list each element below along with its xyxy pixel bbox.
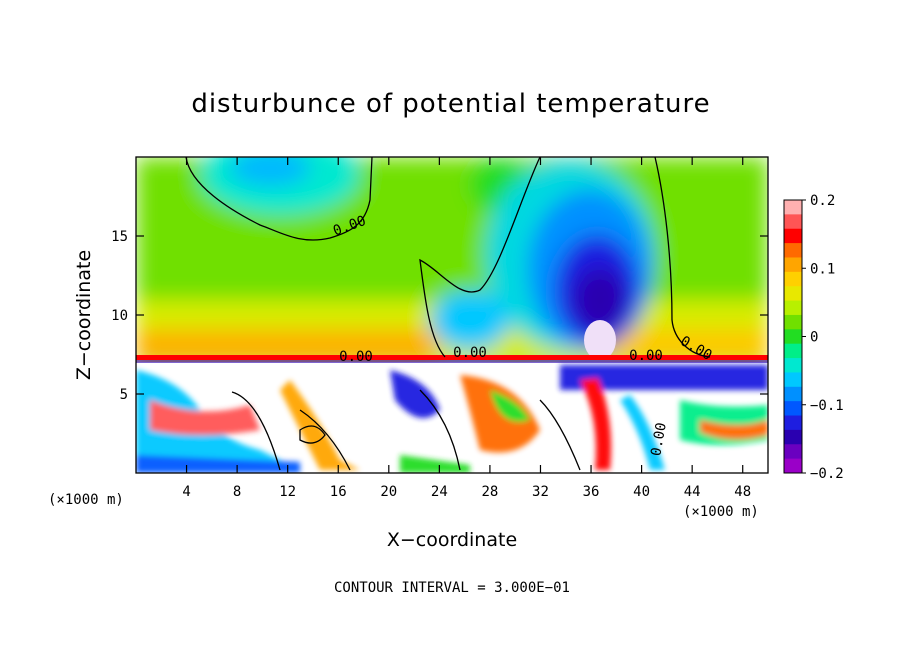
colorbar-swatch — [784, 358, 802, 373]
y-tick-label: 10 — [111, 308, 128, 324]
x-unit-right: (×1000 m) — [683, 504, 759, 520]
y-axis-label: Z−coordinate — [73, 250, 95, 380]
footer-contour-interval: CONTOUR INTERVAL = 3.000E−01 — [334, 580, 570, 596]
x-axis-label: X−coordinate — [387, 529, 517, 551]
chart-title: disturbunce of potential temperature — [191, 89, 710, 119]
colorbar-swatch — [784, 458, 802, 474]
colorbar-tick-label: 0 — [810, 330, 818, 346]
colorbar-swatch — [784, 200, 802, 215]
x-tick-label: 36 — [583, 484, 600, 500]
x-tick-label: 48 — [734, 484, 751, 500]
colorbar-swatch — [784, 401, 802, 417]
colorbar-tick-label: 0.1 — [810, 261, 835, 277]
contour-label: 0.00 — [648, 421, 670, 457]
colorbar-swatch — [784, 228, 802, 244]
x-tick-label: 4 — [182, 484, 190, 500]
colorbar — [783, 199, 803, 474]
x-tick-label: 16 — [330, 484, 347, 500]
colorbar-tick-label: −0.2 — [810, 466, 844, 482]
colorbar-swatch — [784, 329, 802, 345]
x-tick-label: 28 — [481, 484, 498, 500]
x-unit-left: (×1000 m) — [48, 492, 124, 508]
y-tick-label: 15 — [111, 229, 128, 245]
x-tick-label: 20 — [380, 484, 397, 500]
colorbar-swatch — [784, 343, 802, 359]
colorbar-swatch — [784, 214, 802, 230]
colorbar-swatch — [784, 300, 802, 316]
contour-label: 0.00 — [453, 345, 487, 361]
colorbar-swatch — [784, 286, 802, 302]
colorbar-tick-label: −0.1 — [810, 398, 844, 414]
colorbar-swatch — [784, 372, 802, 388]
colorbar-swatch — [784, 257, 802, 273]
contour-label: 0.00 — [339, 349, 373, 365]
y-axis-ticks: 5 10 15 — [111, 229, 768, 403]
colorbar-swatch — [784, 314, 802, 330]
colorbar-swatch — [784, 271, 802, 287]
x-tick-label: 32 — [532, 484, 549, 500]
x-tick-label: 12 — [279, 484, 296, 500]
contour-label: 0.00 — [629, 348, 663, 364]
x-tick-label: 8 — [233, 484, 241, 500]
colorbar-ticks: 0.2 0.1 0 −0.1 −0.2 — [802, 193, 844, 482]
colorbar-swatch — [784, 386, 802, 402]
colorbar-swatch — [784, 444, 802, 460]
x-tick-label: 24 — [431, 484, 448, 500]
colorbar-tick-label: 0.2 — [810, 193, 835, 209]
colorbar-swatch — [784, 429, 802, 445]
plot-area — [136, 157, 768, 473]
x-tick-label: 44 — [684, 484, 701, 500]
x-axis-ticks: 4 8 12 16 20 24 28 32 36 40 44 48 — [182, 157, 751, 500]
y-tick-label: 5 — [120, 387, 128, 403]
colorbar-swatch — [784, 243, 802, 258]
x-tick-label: 40 — [633, 484, 650, 500]
colorbar-swatch — [784, 415, 802, 431]
